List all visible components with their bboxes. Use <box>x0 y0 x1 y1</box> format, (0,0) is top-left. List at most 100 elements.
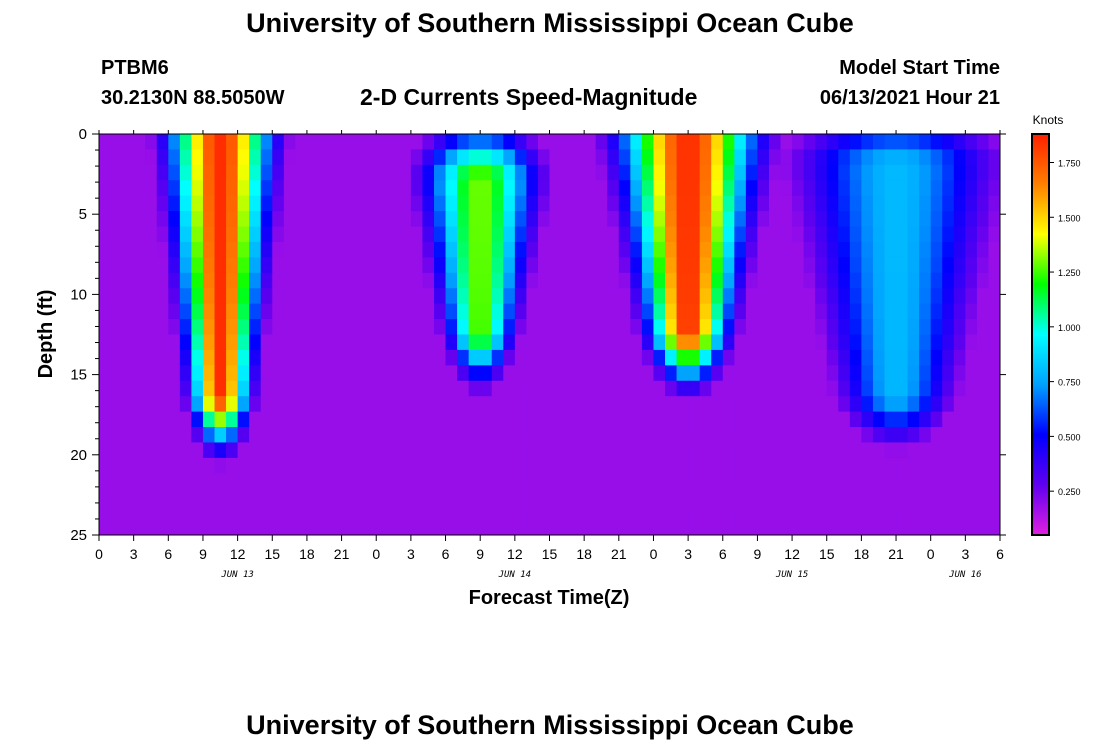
heatmap-cell <box>110 334 123 351</box>
heatmap-cell <box>226 488 239 505</box>
heatmap-cell <box>110 195 123 212</box>
heatmap-cell <box>942 211 955 228</box>
heatmap-cell <box>168 272 181 289</box>
heatmap-cell <box>907 303 920 320</box>
heatmap-cell <box>630 149 643 166</box>
heatmap-cell <box>826 226 839 243</box>
heatmap-cell <box>191 457 204 474</box>
heatmap-cell <box>410 365 424 382</box>
heatmap-cell <box>376 272 389 289</box>
heatmap-cell <box>907 149 920 166</box>
heatmap-cell <box>526 211 539 228</box>
heatmap-cell <box>665 149 678 166</box>
heatmap-cell <box>260 257 273 274</box>
heatmap-cell <box>353 365 366 382</box>
heatmap-cell <box>260 504 273 521</box>
heatmap-cell <box>630 241 643 258</box>
heatmap-cell <box>988 396 1000 413</box>
heatmap-cell <box>295 396 308 413</box>
heatmap-cell <box>191 319 204 336</box>
heatmap-cell <box>734 195 747 212</box>
heatmap-cell <box>907 427 920 444</box>
heatmap-cell <box>295 272 308 289</box>
heatmap-cell <box>237 442 250 459</box>
heatmap-cell <box>930 380 943 397</box>
heatmap-cell <box>803 365 816 382</box>
heatmap-cell <box>641 164 655 181</box>
x-tick-label: 3 <box>961 546 969 562</box>
heatmap-cell <box>595 396 608 413</box>
heatmap-cell <box>930 457 943 474</box>
heatmap-cell <box>422 226 435 243</box>
heatmap-cell <box>976 411 990 428</box>
heatmap-cell <box>399 349 412 366</box>
heatmap-cell <box>191 303 204 320</box>
heatmap-cell <box>976 134 990 151</box>
heatmap-cell <box>988 334 1000 351</box>
y-tick-label: 20 <box>70 447 87 464</box>
heatmap-cell <box>330 504 343 521</box>
heatmap-cell <box>353 442 366 459</box>
heatmap-cell <box>214 257 227 274</box>
heatmap-cell <box>630 226 643 243</box>
heatmap-cell <box>792 303 805 320</box>
heatmap-cell <box>711 134 724 151</box>
heatmap-cell <box>122 241 135 258</box>
heatmap-cell <box>838 334 851 351</box>
heatmap-cell <box>953 288 966 305</box>
heatmap-cell <box>526 365 539 382</box>
heatmap-cell <box>457 257 470 274</box>
heatmap-cell <box>99 272 112 289</box>
heatmap-cell <box>988 257 1000 274</box>
heatmap-cell <box>815 257 828 274</box>
heatmap-cell <box>330 427 343 444</box>
heatmap-cell <box>849 164 862 181</box>
heatmap-cell <box>988 427 1000 444</box>
heatmap-cell <box>387 164 400 181</box>
heatmap-cell <box>768 134 782 151</box>
heatmap-cell <box>376 504 389 521</box>
x-tick-label: 6 <box>442 546 450 562</box>
heatmap-cell <box>306 180 320 197</box>
heatmap-cell <box>607 134 620 151</box>
heatmap-cell <box>283 488 296 505</box>
heatmap-cell <box>826 334 839 351</box>
heatmap-cell <box>249 319 262 336</box>
heatmap-cell <box>122 303 135 320</box>
heatmap-cell <box>722 226 735 243</box>
heatmap-cell <box>665 488 678 505</box>
heatmap-cell <box>965 257 978 274</box>
heatmap-cell <box>757 257 770 274</box>
heatmap-cell <box>526 396 539 413</box>
heatmap-cell <box>214 288 227 305</box>
heatmap-cell <box>884 411 897 428</box>
colorbar-label: Knots <box>1033 113 1064 127</box>
heatmap-cell <box>99 349 112 366</box>
heatmap-cell <box>665 457 678 474</box>
heatmap-cell <box>202 257 216 274</box>
heatmap-cell <box>468 195 481 212</box>
heatmap-cell <box>399 241 412 258</box>
heatmap-cell <box>364 164 377 181</box>
heatmap-cell <box>226 365 239 382</box>
x-tick-label: 18 <box>576 546 592 562</box>
heatmap-cell <box>306 319 320 336</box>
heatmap-cell <box>584 334 597 351</box>
heatmap-cell <box>237 504 250 521</box>
heatmap-cell <box>838 349 851 366</box>
heatmap-cell <box>433 211 447 228</box>
heatmap-cell <box>156 473 169 490</box>
heatmap-cell <box>988 504 1000 521</box>
heatmap-cell <box>768 488 782 505</box>
heatmap-cell <box>572 211 585 228</box>
heatmap-cell <box>341 241 354 258</box>
heatmap-cell <box>896 241 909 258</box>
heatmap-cell <box>676 241 689 258</box>
heatmap-cell <box>976 319 990 336</box>
heatmap-cell <box>145 180 158 197</box>
heatmap-cell <box>376 180 389 197</box>
heatmap-cell <box>584 427 597 444</box>
heatmap-cell <box>653 257 666 274</box>
heatmap-cell <box>561 365 574 382</box>
heatmap-cell <box>387 349 400 366</box>
